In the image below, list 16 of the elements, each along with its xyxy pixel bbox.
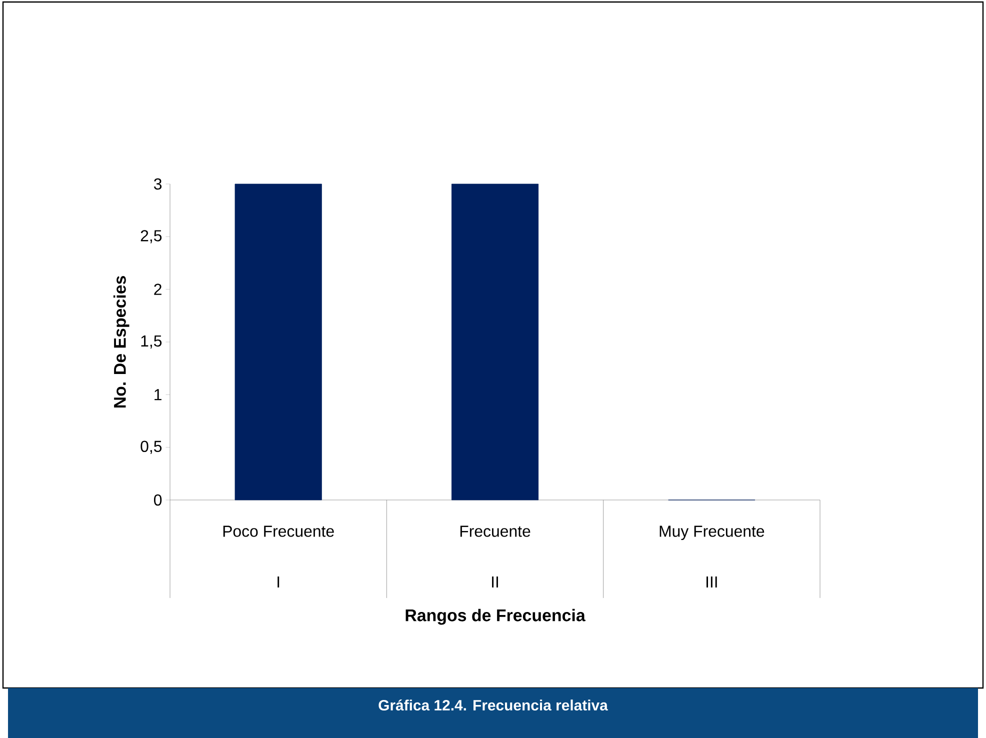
x-tick-label: Poco Frecuente [223, 526, 334, 537]
text: Gráfica 12.4. Frecuencia relativa [378, 699, 608, 711]
y-tick-label: 2 [154, 284, 162, 295]
x-tick-label: Frecuente [460, 526, 530, 537]
text: III [706, 576, 717, 588]
text: I [278, 576, 280, 588]
text: II [492, 576, 498, 588]
y-tick-label: 0,5 [140, 440, 162, 454]
y-tick-label: 1 [154, 389, 162, 400]
x-tick-label: Muy Frecuente [660, 526, 764, 540]
y-axis-title: No. De Especies [113, 276, 130, 408]
y-tick-label: 2,5 [140, 230, 162, 244]
y-tick-label: 0 [154, 494, 162, 506]
x-axis-title: Rangos de Frecuencia [406, 608, 586, 625]
y-tick-label: 3 [154, 178, 162, 190]
y-tick-label: 1,5 [141, 335, 162, 348]
